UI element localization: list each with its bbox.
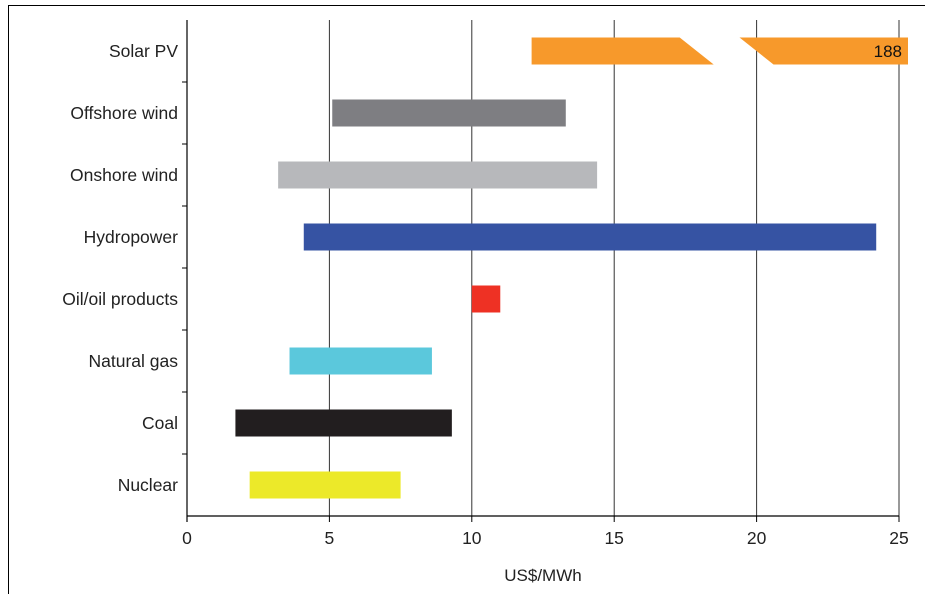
bar-hydropower [303,223,877,251]
category-label: Solar PV [109,41,178,61]
data-label-solar-pv: 188 [874,42,902,61]
bar-natural-gas [289,347,432,375]
bar-solar-pv-segment-1 [531,37,714,65]
x-tick-label: 25 [889,528,908,548]
x-tick-label: 10 [462,528,482,548]
category-label: Offshore wind [70,103,178,123]
category-label: Hydropower [84,227,179,247]
category-label: Coal [142,413,178,433]
bar-offshore-wind [332,99,566,127]
bar-coal [235,409,452,437]
category-label: Nuclear [118,475,178,495]
x-tick-label: 5 [325,528,335,548]
bar-nuclear [249,471,401,499]
category-label: Oil/oil products [62,289,178,309]
x-axis-title: US$/MWh [504,566,581,585]
bar-onshore-wind [278,161,598,189]
category-label: Natural gas [89,351,179,371]
chart-frame [8,5,925,594]
x-tick-label: 0 [182,528,192,548]
bar-oil-oil-products [471,285,501,313]
x-tick-label: 20 [747,528,767,548]
category-label: Onshore wind [70,165,178,185]
bar-solar-pv-segment-2 [739,37,908,65]
x-tick-label: 15 [604,528,623,548]
